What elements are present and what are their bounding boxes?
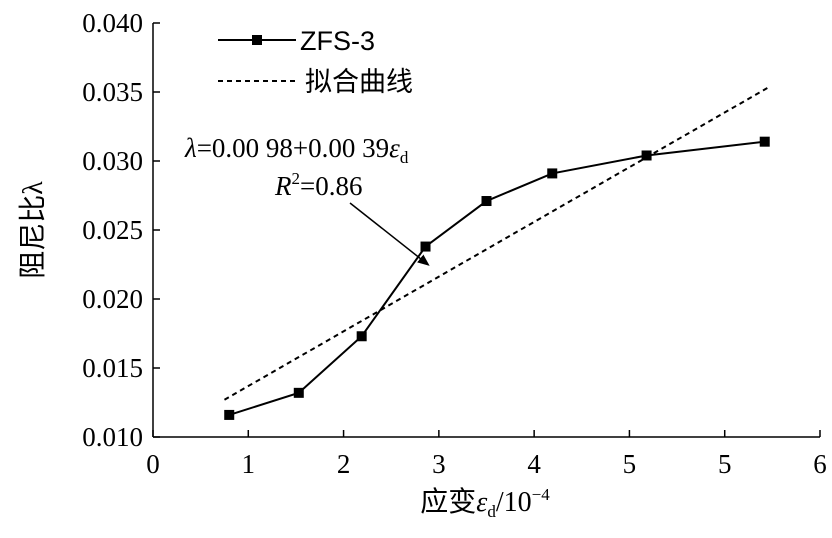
r-squared-symbol: R <box>274 171 292 201</box>
zfs3-line-path <box>228 140 765 416</box>
y-tick-label: 0.010 <box>82 422 143 452</box>
x-axis-title-suffix: /10 <box>496 487 532 518</box>
x-ticks: 0 1 2 3 4 5 5 6 <box>146 430 827 479</box>
r-squared: R2=0.86 <box>274 169 362 201</box>
fit-equation: λ=0.00 98+0.00 39εd <box>184 133 409 167</box>
equation-lambda: λ <box>184 133 197 163</box>
x-axis-title-prefix: 应变 <box>420 486 476 518</box>
x-tick-label: 3 <box>432 449 446 479</box>
data-point <box>224 409 235 420</box>
y-tick-label: 0.025 <box>82 215 143 245</box>
data-point <box>356 331 367 342</box>
x-axis-title: 应变εd/10−4 <box>420 485 550 521</box>
x-tick-label: 5 <box>623 449 637 479</box>
legend: ZFS-3 拟合曲线 <box>218 26 413 97</box>
y-axis-title-text: 阻尼比λ <box>17 181 49 279</box>
y-tick-label: 0.015 <box>82 353 143 383</box>
data-point <box>759 136 770 147</box>
equation-annotation: λ=0.00 98+0.00 39εd R2=0.86 <box>184 133 430 266</box>
r-squared-value: =0.86 <box>300 171 362 201</box>
x-tick-label: 4 <box>527 449 541 479</box>
legend-fit-label: 拟合曲线 <box>305 67 413 97</box>
equation-subscript: d <box>400 148 409 167</box>
legend-zfs3-marker <box>252 35 262 45</box>
equation-epsilon: ε <box>389 133 400 163</box>
y-tick-label: 0.020 <box>82 284 143 314</box>
data-point <box>481 196 492 207</box>
legend-zfs3-label: ZFS-3 <box>300 26 375 56</box>
x-axis-title-subscript: d <box>487 502 496 521</box>
x-axis-title-symbol: ε <box>476 487 487 518</box>
data-point <box>547 168 558 179</box>
axes <box>152 23 820 438</box>
equation-body: =0.00 98+0.00 39 <box>197 133 389 163</box>
data-point <box>420 241 431 252</box>
x-tick-label: 5 <box>718 449 732 479</box>
x-tick-label: 0 <box>146 449 160 479</box>
x-tick-label: 6 <box>813 449 827 479</box>
y-ticks: 0.010 0.015 0.020 0.025 0.030 0.035 0.040 <box>82 8 160 452</box>
annotation-arrow <box>349 202 430 266</box>
y-tick-label: 0.040 <box>82 8 143 38</box>
data-point <box>641 150 652 161</box>
r-squared-exponent: 2 <box>292 169 301 188</box>
y-tick-label: 0.035 <box>82 77 143 107</box>
y-axis-title: 阻尼比λ <box>17 181 49 279</box>
x-tick-label: 1 <box>242 449 256 479</box>
data-point <box>293 387 304 398</box>
x-axis-title-exponent: −4 <box>532 485 551 504</box>
y-tick-label: 0.030 <box>82 146 143 176</box>
x-tick-label: 2 <box>337 449 351 479</box>
series-zfs3 <box>224 136 770 420</box>
